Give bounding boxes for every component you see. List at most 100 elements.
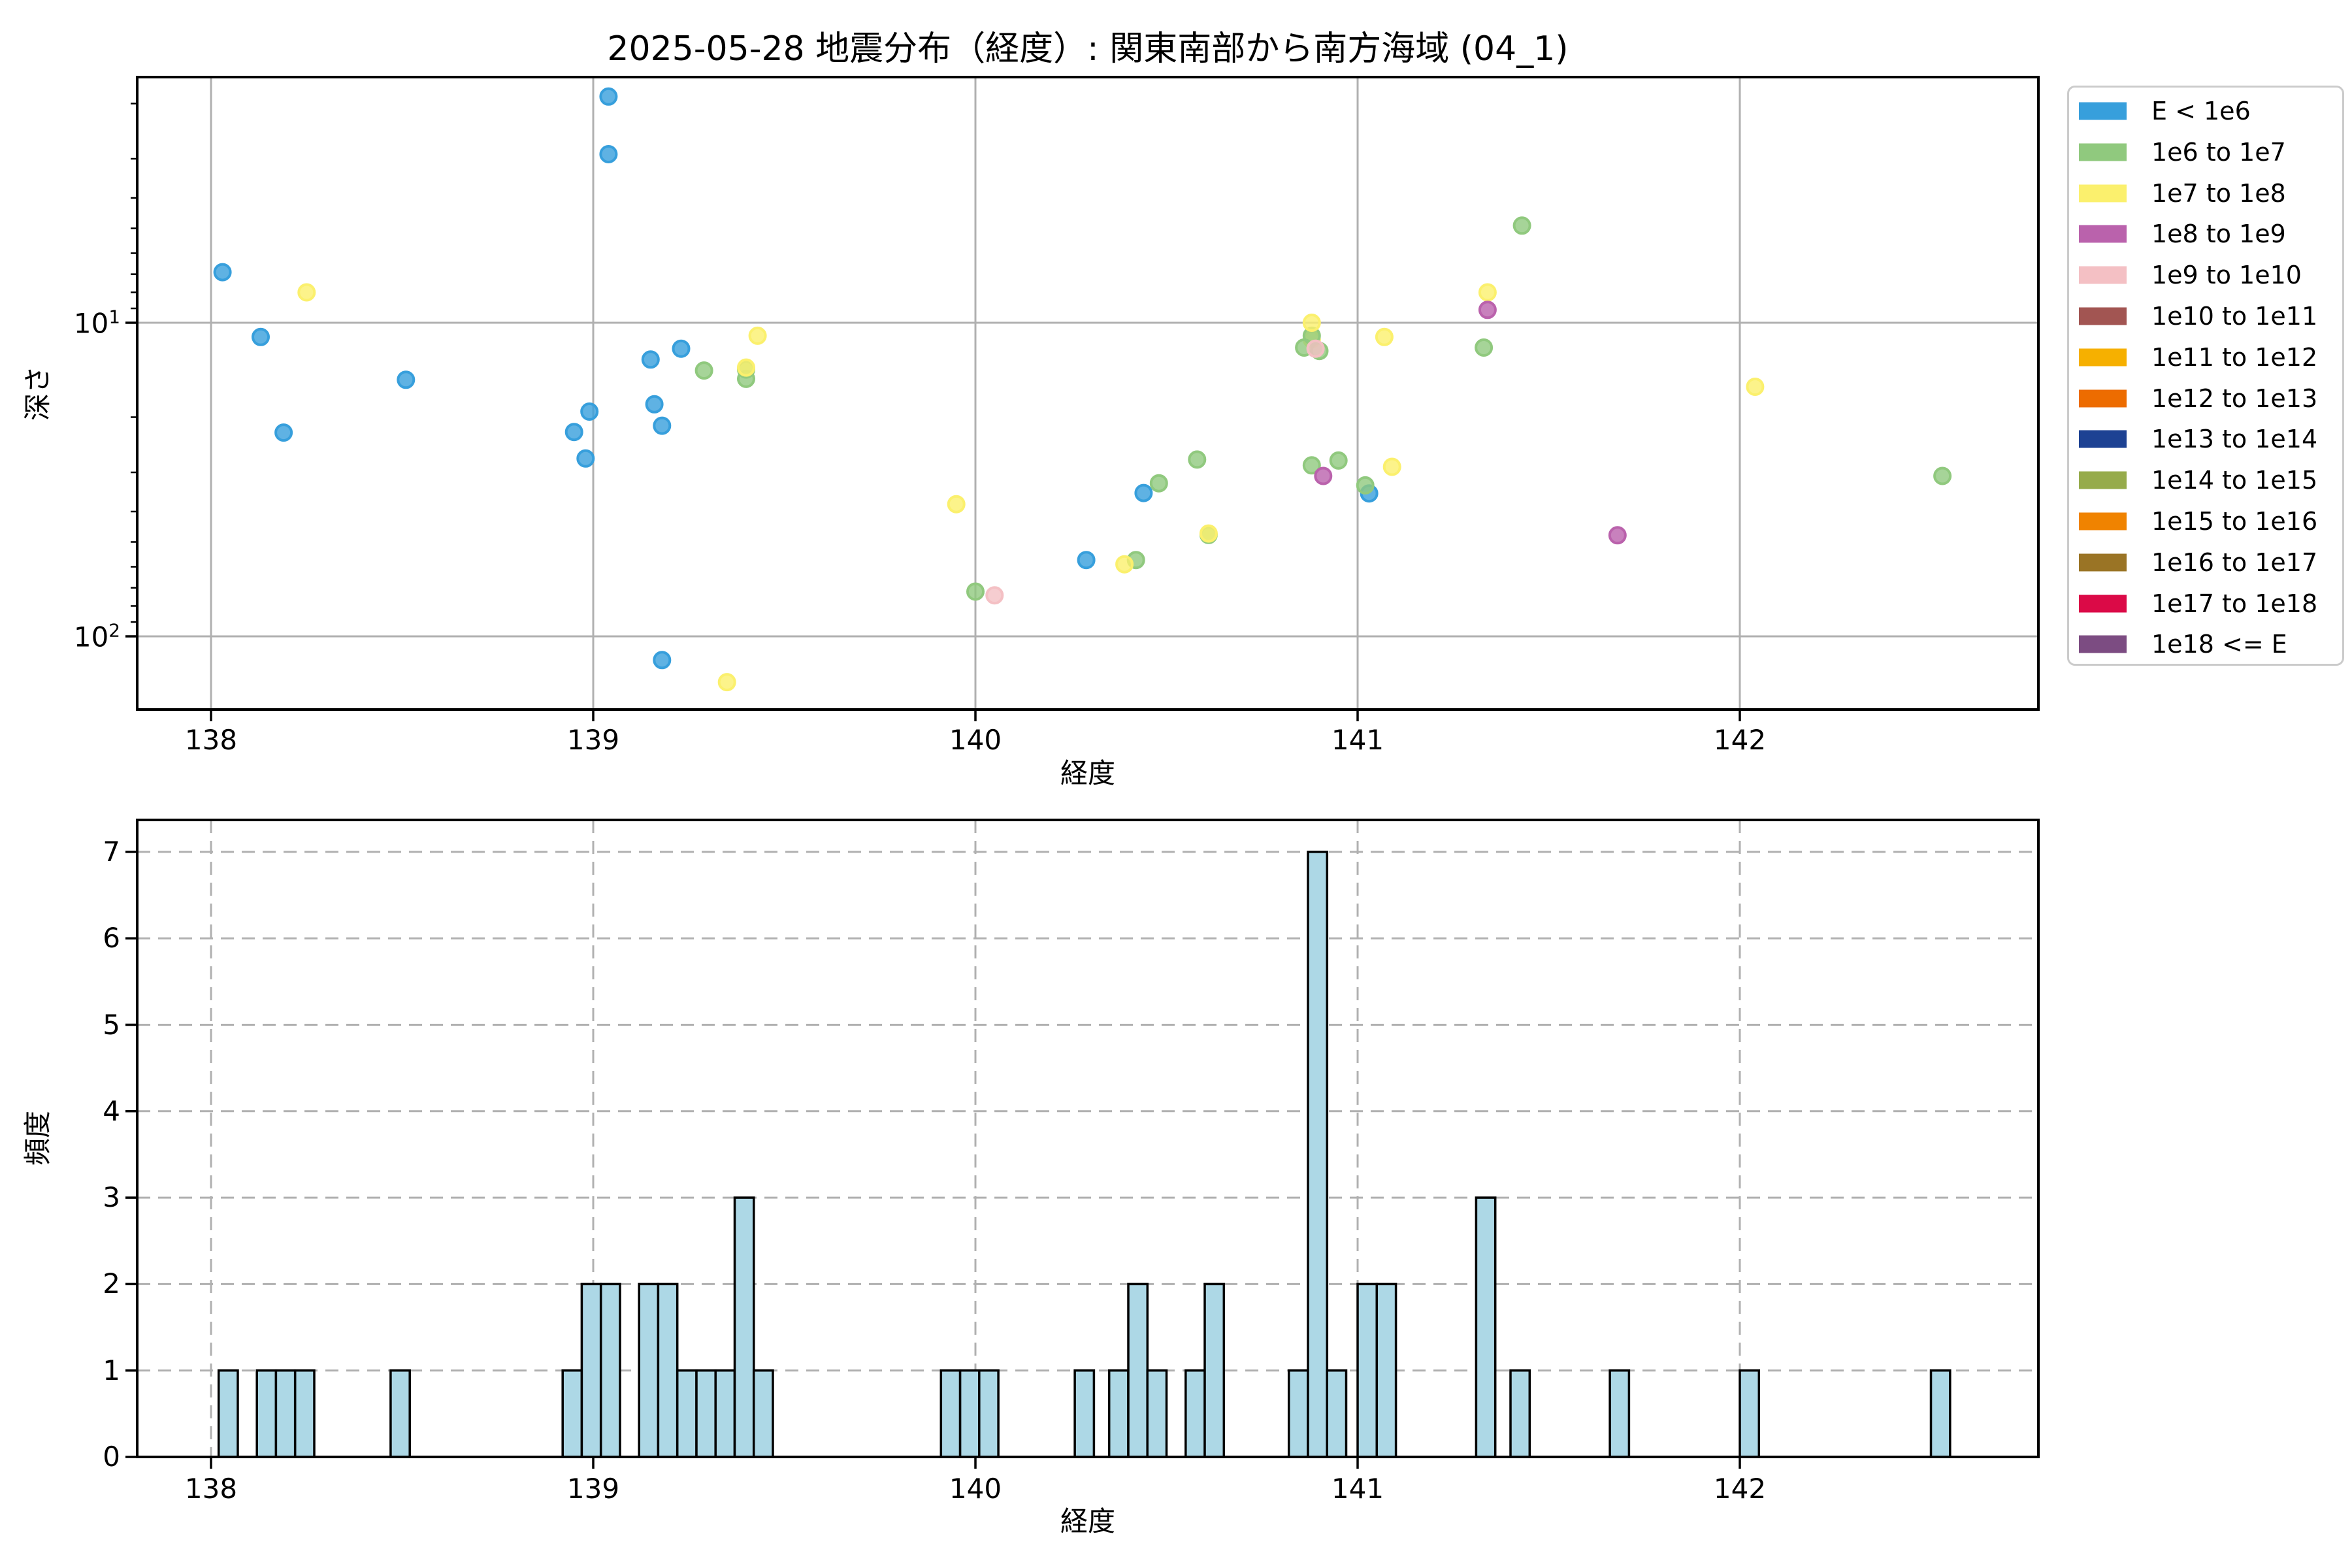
histogram-bar [1073, 1369, 1096, 1458]
legend-swatch [2079, 102, 2127, 120]
histogram-bar [1356, 1282, 1379, 1458]
legend-swatch [2079, 430, 2127, 448]
histogram-bar [638, 1282, 660, 1458]
scatter-point-E-1e6 [397, 370, 416, 389]
scatter-xlabel: 経度 [1060, 757, 1116, 789]
scatter-point-E-1e6 [213, 263, 232, 282]
histogram-bar [1739, 1369, 1761, 1458]
scatter-point-E-1e6 [653, 416, 672, 435]
legend-item: 1e11 to 1e12 [2069, 338, 2342, 377]
scatter-plot-canvas [125, 76, 2040, 721]
y-tick-label: 102 [73, 619, 120, 653]
histogram-plot-area [125, 819, 2040, 1469]
histogram-bar [657, 1282, 679, 1458]
histogram-bar [599, 1282, 621, 1458]
legend-item-label: 1e16 to 1e17 [2151, 547, 2318, 577]
legend-swatch [2079, 635, 2127, 653]
scatter-point-1e7-to-1e8 [1199, 524, 1218, 543]
y-tick-label: 0 [103, 1441, 120, 1473]
legend-box: E < 1e6 1e6 to 1e7 1e7 to 1e8 1e8 to 1e9 1e9… [2067, 86, 2344, 666]
axes-spines [136, 76, 2040, 711]
legend-item-label: 1e14 to 1e15 [2151, 466, 2318, 495]
histogram-bar [580, 1282, 602, 1458]
scatter-point-E-1e6 [653, 651, 672, 670]
scatter-point-1e6-to-1e7 [1512, 216, 1531, 235]
histogram-bar [958, 1369, 981, 1458]
scatter-plot-area [125, 76, 2040, 721]
x-tick-label: 141 [1331, 1473, 1384, 1505]
legend-item-label: E < 1e6 [2151, 97, 2251, 125]
legend-swatch [2079, 471, 2127, 489]
scatter-point-E-1e6 [576, 449, 595, 468]
histogram-bar [714, 1369, 736, 1458]
legend-item: 1e18 <= E [2069, 625, 2342, 664]
scatter-point-1e6-to-1e7 [1475, 338, 1494, 357]
histogram-bar [1107, 1369, 1130, 1458]
legend-item: 1e14 to 1e15 [2069, 461, 2342, 500]
scatter-point-E-1e6 [641, 350, 660, 369]
legend-item-label: 1e6 to 1e7 [2151, 137, 2286, 167]
x-tick-label: 139 [566, 724, 620, 756]
x-tick-label: 141 [1331, 724, 1384, 756]
scatter-point-1e7-to-1e8 [297, 283, 316, 302]
legend-item: 1e8 to 1e9 [2069, 214, 2342, 253]
x-tick-label: 142 [1713, 724, 1767, 756]
legend-item: 1e6 to 1e7 [2069, 133, 2342, 172]
x-tick-label: 140 [949, 1473, 1002, 1505]
legend-swatch [2079, 348, 2127, 367]
histogram-bar [1326, 1369, 1348, 1458]
legend-item: E < 1e6 [2069, 91, 2342, 131]
histogram-bar [695, 1369, 717, 1458]
y-tick-label: 3 [103, 1181, 120, 1214]
legend-swatch [2079, 184, 2127, 203]
legend-swatch [2079, 553, 2127, 572]
legend-item-label: 1e10 to 1e11 [2151, 302, 2318, 331]
histogram-bar [1287, 1369, 1309, 1458]
scatter-point-1e8-to-1e9 [1314, 466, 1333, 485]
legend-swatch [2079, 266, 2127, 284]
legend-item-label: 1e18 <= E [2151, 630, 2287, 659]
y-tick-label: 1 [103, 1354, 120, 1386]
legend-swatch [2079, 225, 2127, 243]
legend-item: 1e9 to 1e10 [2069, 255, 2342, 295]
legend-swatch [2079, 389, 2127, 408]
legend-item-label: 1e12 to 1e13 [2151, 384, 2318, 413]
histogram-bar [255, 1369, 278, 1458]
scatter-point-1e6-to-1e7 [1188, 450, 1207, 469]
scatter-point-E-1e6 [252, 327, 270, 346]
legend-item-label: 1e13 to 1e14 [2151, 425, 2318, 454]
histogram-bar [1203, 1282, 1226, 1458]
scatter-point-1e9-to-1e10 [985, 586, 1004, 605]
scatter-point-1e6-to-1e7 [1356, 476, 1375, 495]
scatter-point-1e7-to-1e8 [717, 673, 736, 692]
legend-item-label: 1e11 to 1e12 [2151, 342, 2318, 372]
scatter-point-E-1e6 [645, 395, 664, 414]
legend-item: 1e17 to 1e18 [2069, 584, 2342, 623]
histogram-bar [1475, 1196, 1497, 1458]
y-tick-label: 101 [73, 306, 120, 340]
histogram-bar [939, 1369, 962, 1458]
scatter-point-1e7-to-1e8 [748, 326, 767, 345]
scatter-point-1e7-to-1e8 [1382, 457, 1401, 476]
legend-item-label: 1e15 to 1e16 [2151, 507, 2318, 536]
scatter-point-1e7-to-1e8 [1478, 283, 1497, 302]
scatter-point-1e6-to-1e7 [1302, 456, 1321, 475]
histogram-bar [1184, 1369, 1206, 1458]
scatter-point-E-1e6 [672, 339, 691, 358]
legend-item-label: 1e8 to 1e9 [2151, 220, 2286, 249]
histogram-bar [676, 1369, 698, 1458]
scatter-point-E-1e6 [599, 145, 618, 163]
histogram-bar [293, 1369, 316, 1458]
scatter-point-1e6-to-1e7 [1149, 474, 1168, 493]
scatter-point-1e7-to-1e8 [1115, 555, 1134, 574]
histogram-bar [978, 1369, 1000, 1458]
legend-item-label: 1e7 to 1e8 [2151, 178, 2286, 208]
histogram-bar [1127, 1282, 1149, 1458]
scatter-point-E-1e6 [1134, 483, 1153, 502]
histogram-bar [752, 1369, 774, 1458]
x-tick-label: 142 [1713, 1473, 1767, 1505]
legend-item: 1e7 to 1e8 [2069, 174, 2342, 213]
legend-swatch [2079, 595, 2127, 613]
scatter-point-1e7-to-1e8 [1746, 378, 1765, 396]
legend-item: 1e16 to 1e17 [2069, 543, 2342, 582]
